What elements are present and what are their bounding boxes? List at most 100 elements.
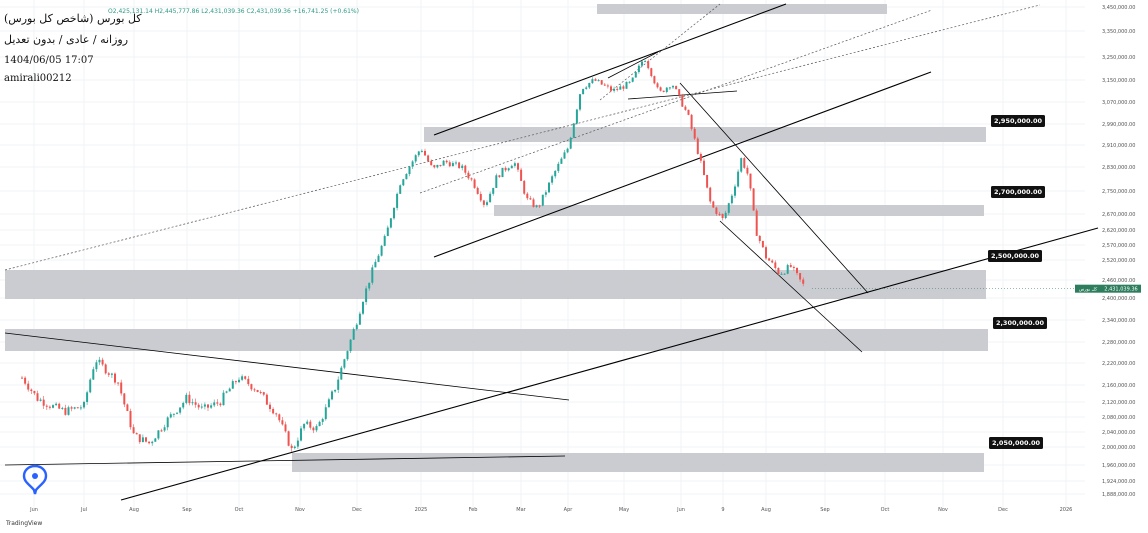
author-name: amirali00212 — [4, 73, 72, 84]
candle-up — [300, 428, 302, 441]
candle-up — [386, 227, 389, 237]
candle-up — [241, 376, 244, 380]
candle-up — [560, 158, 563, 164]
candle-down — [610, 86, 612, 91]
level-label-text: 2,700,000.00 — [994, 188, 1043, 196]
candle-up — [358, 313, 361, 325]
price-tick-label: 3,250,000.00 — [1102, 55, 1135, 61]
candle-up — [780, 273, 783, 275]
last-price-marker: کل بورس 2,431,039.36 — [812, 284, 1141, 293]
zone-2300000 — [5, 329, 988, 351]
candle-down — [275, 413, 278, 415]
candle-down — [675, 86, 678, 90]
zone-2700000 — [494, 205, 984, 216]
candle-down — [458, 162, 461, 169]
candle-down — [244, 376, 247, 379]
channel-upper-line — [433, 3, 787, 136]
candle-up — [334, 389, 337, 392]
candle-down — [523, 180, 526, 194]
candle-up — [163, 427, 166, 431]
candle-up — [408, 166, 411, 175]
level-label-text: 2,500,000.00 — [991, 252, 1040, 260]
candle-up — [176, 412, 178, 414]
candle-up — [492, 187, 495, 194]
candle-up — [730, 195, 733, 204]
time-tick-label: Sep — [820, 507, 829, 513]
descending-channel-upper — [679, 82, 869, 294]
candle-down — [718, 213, 721, 215]
time-tick-label: 2026 — [1060, 507, 1073, 513]
price-axis[interactable]: 3,450,000.00 3,350,000.00 3,250,000.00 3,15… — [1102, 5, 1135, 498]
top-marker-line — [607, 51, 659, 79]
candle-up — [455, 162, 457, 164]
candle-up — [324, 407, 327, 420]
candle-up — [296, 440, 299, 447]
candle-down — [520, 169, 523, 181]
level-label-box — [988, 250, 1042, 262]
candle-up — [541, 194, 544, 206]
price-tick-label: 2,830,000.00 — [1102, 165, 1135, 171]
dashed-channel-line — [419, 9, 933, 194]
candle-up — [405, 174, 408, 180]
candle-down — [538, 205, 541, 207]
candle-down — [281, 420, 284, 425]
tradingview-icon[interactable] — [20, 463, 50, 497]
candle-up — [343, 359, 346, 368]
price-tick-label: 2,340,000.00 — [1102, 318, 1135, 324]
candle-up — [52, 405, 54, 408]
candle-up — [318, 421, 321, 427]
candle-down — [529, 198, 532, 200]
candle-up — [55, 403, 58, 406]
candle-down — [219, 403, 222, 406]
price-tick-label: 2,160,000.00 — [1102, 383, 1135, 389]
candle-up — [89, 379, 92, 393]
price-tick-label: 3,350,000.00 — [1102, 29, 1135, 35]
candle-down — [470, 178, 473, 180]
candle-up — [436, 164, 439, 168]
candle-up — [613, 88, 616, 91]
candle-down — [498, 175, 501, 178]
candle-down — [107, 373, 110, 375]
candle-up — [597, 80, 600, 82]
price-tick-label: 3,150,000.00 — [1102, 78, 1135, 84]
candle-up — [489, 193, 492, 203]
candle-up — [377, 255, 380, 262]
candle-down — [690, 114, 693, 129]
price-tick-label: 2,910,000.00 — [1102, 143, 1135, 149]
candle-up — [306, 421, 309, 424]
candle-up — [563, 152, 566, 159]
candle-down — [761, 240, 764, 248]
candle-down — [693, 128, 696, 139]
candle-down — [712, 201, 715, 208]
candle-up — [641, 61, 643, 66]
candle-up — [95, 362, 98, 370]
candle-down — [309, 421, 312, 428]
candle-down — [148, 441, 151, 444]
candle-down — [188, 394, 191, 404]
candle-down — [771, 260, 774, 263]
candle-up — [374, 261, 377, 268]
candle-down — [743, 158, 746, 168]
candle-up — [393, 207, 395, 219]
candle-down — [207, 404, 209, 408]
candle-up — [548, 182, 550, 193]
price-tick-label: 2,120,000.00 — [1102, 400, 1135, 406]
time-tick-label: Oct — [235, 507, 244, 513]
candle-up — [644, 61, 647, 63]
time-tick-label: Oct — [881, 507, 890, 513]
candle-down — [464, 165, 467, 173]
level-label-box — [993, 317, 1047, 329]
candle-down — [473, 179, 476, 188]
candle-down — [703, 160, 705, 175]
candle-up — [588, 82, 591, 88]
candle-up — [371, 267, 374, 283]
time-axis[interactable]: Jun Jul Aug Sep Oct Nov Dec 2025 Feb Mar Apr May Jun… — [29, 507, 1072, 513]
candle-down — [600, 80, 603, 85]
candle-down — [802, 279, 805, 284]
tradingview-brand[interactable]: TradingView — [6, 520, 43, 527]
price-tick-label: 2,620,000.00 — [1102, 228, 1135, 234]
candle-up — [566, 148, 569, 153]
time-tick-label: Mar — [516, 507, 526, 513]
candle-down — [129, 410, 132, 428]
